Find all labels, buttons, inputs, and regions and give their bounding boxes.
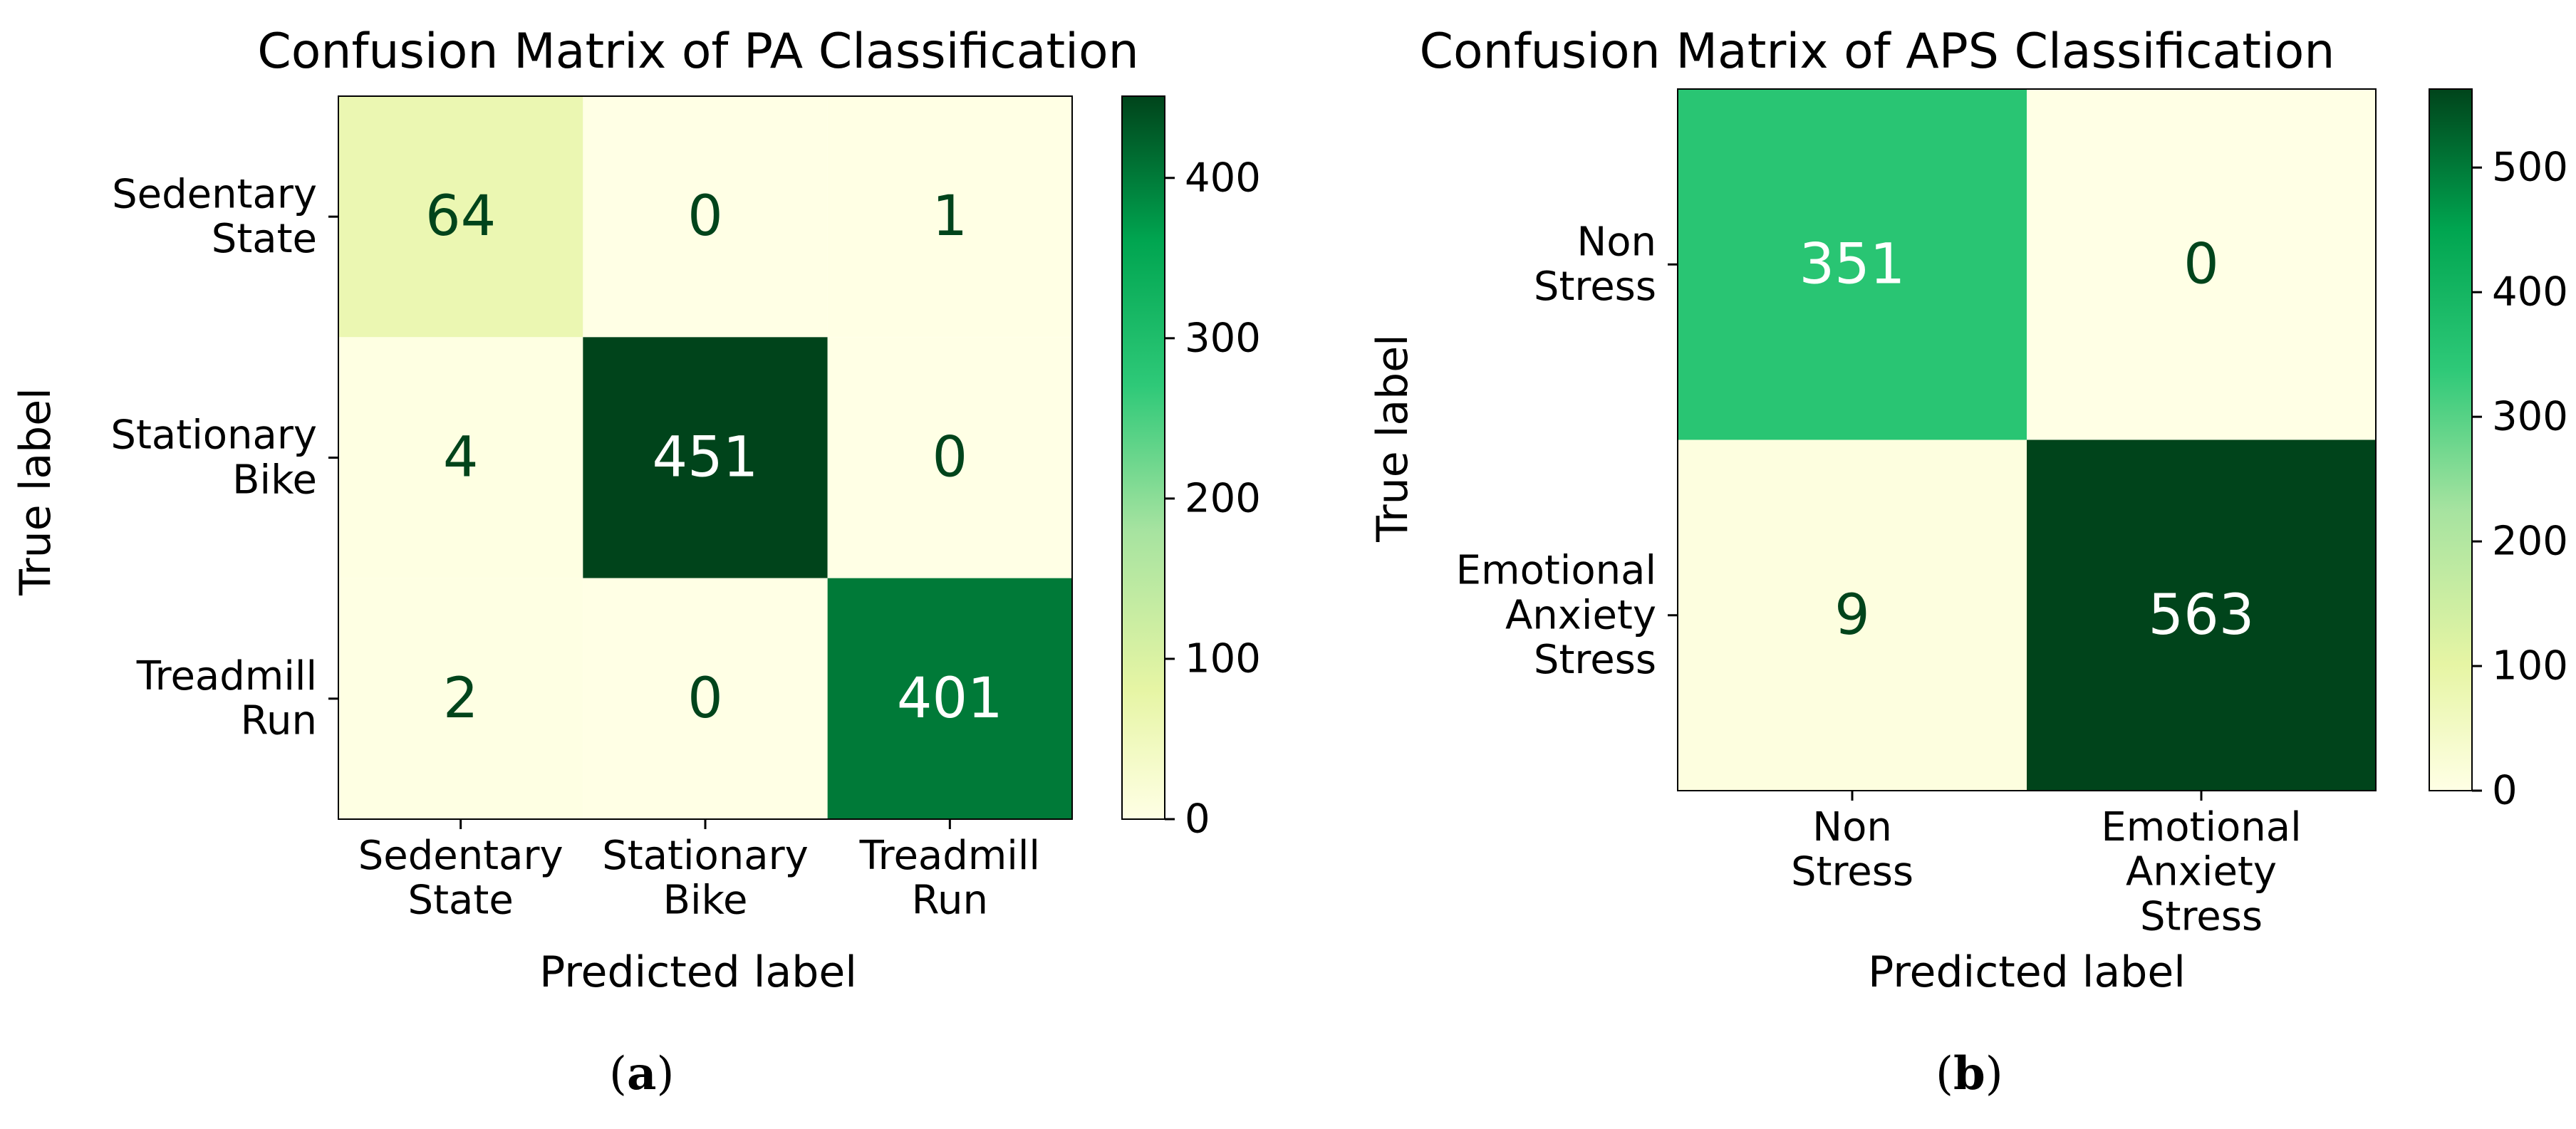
heatmap-cell <box>583 578 828 819</box>
heatmap-cells: 64 0 1 4 451 0 2 0 401 <box>338 95 1073 820</box>
x-axis-label: Predicted label <box>1868 947 2186 997</box>
y-axis-label: True label <box>1368 334 1418 543</box>
colorbar-tick-label: 0 <box>2492 768 2518 814</box>
colorbar <box>2429 88 2473 791</box>
cell-value: 401 <box>897 667 1003 731</box>
colorbar-tick-label: 0 <box>1185 796 1210 843</box>
x-tick-label: Anxiety <box>2126 849 2277 895</box>
colorbar <box>1121 95 1165 820</box>
colorbar-tick-label: 300 <box>2492 394 2568 440</box>
cell-value: 451 <box>653 426 759 490</box>
colorbar-tick-label: 500 <box>2492 145 2568 191</box>
x-tick-label: Stress <box>1791 849 1913 895</box>
heatmap-cell <box>2027 89 2376 440</box>
y-tick-label: Treadmill <box>136 653 317 699</box>
cell-value: 9 <box>1834 583 1870 647</box>
chart-title: Confusion Matrix of PA Classification <box>257 24 1138 80</box>
heatmap-cell <box>338 96 583 338</box>
heatmap-cell <box>827 578 1072 819</box>
colorbar-tick-label: 400 <box>1185 155 1261 201</box>
heatmap-cell <box>1678 439 2027 791</box>
y-tick-label: Bike <box>232 457 317 503</box>
cell-value: 4 <box>443 426 479 490</box>
colorbar-tick-label: 200 <box>1185 475 1261 521</box>
y-tick-label: Emotional <box>1456 548 1656 594</box>
y-tick-label: State <box>212 216 317 262</box>
confusion-matrix-pa: Confusion Matrix of PA Classification Tr… <box>11 24 1261 997</box>
heatmap-cell <box>827 96 1072 338</box>
colorbar-tick-label: 100 <box>1185 635 1261 682</box>
panel-label-a: a <box>626 1047 657 1101</box>
y-tick-label: Stationary <box>110 412 317 459</box>
cell-value: 1 <box>933 184 968 249</box>
cell-value: 563 <box>2149 583 2255 647</box>
heatmap-cell <box>338 578 583 819</box>
x-tick-label: Treadmill <box>859 833 1040 879</box>
panel-label-b: b <box>1953 1047 1985 1101</box>
y-tick-label: Run <box>241 698 317 744</box>
confusion-matrix-aps: Confusion Matrix of APS Classification T… <box>1368 24 2568 997</box>
x-tick-label: Emotional <box>2101 804 2301 850</box>
y-tick-label: Anxiety <box>1505 592 1656 638</box>
panel-caption-b: (b) <box>1936 1047 2003 1101</box>
y-tick-label: Stress <box>1534 264 1656 310</box>
colorbar-ticks: 0 100 200 300 400 <box>1165 155 1261 843</box>
colorbar-tick-label: 300 <box>1185 315 1261 361</box>
chart-title: Confusion Matrix of APS Classification <box>1420 24 2335 80</box>
colorbar-ticks: 0 100 200 300 400 500 <box>2472 145 2568 814</box>
heatmap-cell <box>827 337 1072 578</box>
heatmap-cell <box>583 96 828 338</box>
heatmap-cell <box>338 337 583 578</box>
x-axis-label: Predicted label <box>539 947 857 997</box>
heatmap-cell <box>2027 439 2376 791</box>
colorbar-tick-label: 200 <box>2492 519 2568 565</box>
cell-value: 64 <box>425 184 496 249</box>
cell-value: 0 <box>687 667 723 731</box>
cell-value: 0 <box>687 184 723 249</box>
x-tick-label: Bike <box>663 878 748 924</box>
plot-frame <box>1677 88 2377 791</box>
x-tick-label: Stationary <box>602 833 809 879</box>
y-tick-label: Stress <box>1534 637 1656 683</box>
cell-value: 0 <box>2183 232 2219 296</box>
colorbar-tick-label: 400 <box>2492 269 2568 316</box>
y-tick-label: Sedentary <box>112 171 317 217</box>
heatmap-cells: 351 0 9 563 <box>1677 88 2377 791</box>
x-tick-label: Non <box>1812 804 1892 850</box>
heatmap-cell <box>583 337 828 578</box>
y-axis-label: True label <box>11 387 61 596</box>
y-tick-label: Non <box>1577 219 1656 265</box>
heatmap-cell <box>1678 89 2027 440</box>
x-tick-label: Stress <box>2140 893 2263 940</box>
colorbar-tick-label: 100 <box>2492 643 2568 690</box>
x-tick-label: Sedentary <box>358 833 564 879</box>
cell-value: 0 <box>933 426 968 490</box>
cell-value: 2 <box>443 667 479 731</box>
panel-caption-a: (a) <box>609 1047 675 1101</box>
x-tick-label: Run <box>912 878 988 924</box>
cell-value: 351 <box>1799 232 1906 296</box>
x-tick-label: State <box>408 878 514 924</box>
